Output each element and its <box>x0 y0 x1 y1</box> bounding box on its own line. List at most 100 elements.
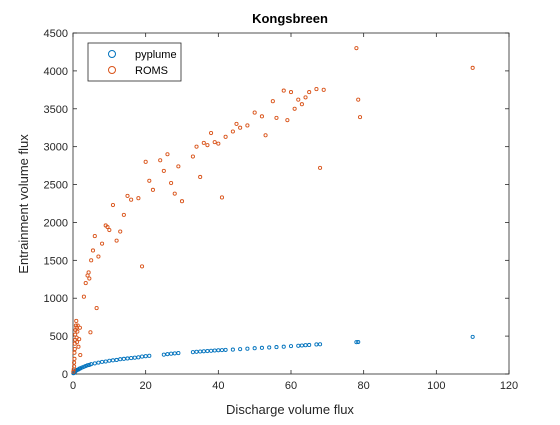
legend-marker <box>108 50 116 58</box>
data-point-roms <box>78 353 83 358</box>
x-tick-label: 0 <box>70 380 76 392</box>
data-point-pyplume <box>356 339 361 345</box>
x-axis-label: Discharge volume flux <box>226 402 354 417</box>
data-point-roms <box>73 323 78 328</box>
chart-title: Kongsbreen <box>252 11 328 26</box>
data-point-roms <box>296 97 301 102</box>
data-point-roms <box>74 318 79 324</box>
legend-marker <box>108 66 116 74</box>
data-point-roms <box>194 144 199 149</box>
data-points <box>71 46 475 376</box>
data-point-pyplume <box>136 355 141 360</box>
data-point-pyplume <box>176 351 181 356</box>
data-point-roms <box>205 143 210 148</box>
data-point-roms <box>81 294 86 299</box>
axis-ticks: 0 20 40 60 80 100 120 0 500 1000 1500 2000 2500 3000 3… <box>44 28 519 392</box>
data-point-roms <box>176 164 181 169</box>
data-point-roms <box>118 229 123 234</box>
data-point-roms <box>72 346 77 352</box>
data-point-pyplume <box>274 345 279 350</box>
data-point-roms <box>88 330 93 335</box>
data-point-roms <box>72 364 77 369</box>
data-point-roms <box>72 360 77 365</box>
data-point-roms <box>285 118 290 123</box>
data-point-roms <box>201 140 206 145</box>
y-tick-label: 500 <box>50 331 68 343</box>
data-point-roms <box>212 140 217 145</box>
data-point-pyplume <box>85 363 90 368</box>
data-point-roms <box>110 202 116 208</box>
data-point-roms <box>87 276 92 281</box>
data-point-roms <box>71 369 76 374</box>
data-point-pyplume <box>118 357 123 362</box>
data-point-roms <box>136 196 141 201</box>
data-point-roms <box>209 130 214 136</box>
data-point-roms <box>105 224 110 230</box>
data-point-roms <box>356 97 361 102</box>
data-point-roms <box>89 258 94 263</box>
data-point-pyplume <box>125 356 130 361</box>
x-tick-label: 80 <box>358 380 370 392</box>
x-tick-label: 20 <box>140 380 152 392</box>
data-point-pyplume <box>132 355 137 360</box>
data-point-pyplume <box>114 357 119 363</box>
data-point-roms <box>179 199 185 204</box>
data-point-pyplume <box>259 345 264 350</box>
data-point-roms <box>172 191 177 196</box>
data-point-roms <box>77 325 82 330</box>
y-tick-label: 4000 <box>44 66 68 78</box>
x-tick-label: 40 <box>212 380 224 392</box>
data-point-roms <box>161 168 166 173</box>
data-point-roms <box>252 110 257 115</box>
data-point-roms <box>321 87 326 92</box>
data-point-roms <box>107 227 112 233</box>
data-point-pyplume <box>96 360 101 365</box>
data-point-pyplume <box>103 359 108 364</box>
data-point-pyplume <box>318 342 323 347</box>
data-point-roms <box>147 178 152 183</box>
legend-label: pyplume <box>135 49 177 61</box>
data-point-roms <box>234 121 239 126</box>
data-point-roms <box>299 102 304 107</box>
data-point-roms <box>190 154 195 159</box>
data-point-pyplume <box>230 347 235 352</box>
data-point-roms <box>92 234 97 239</box>
data-point-roms <box>100 241 105 246</box>
data-point-pyplume <box>165 352 170 357</box>
data-point-pyplume <box>129 356 134 361</box>
y-tick-label: 0 <box>62 369 68 381</box>
data-point-roms <box>354 46 359 51</box>
data-point-pyplume <box>92 361 97 366</box>
data-point-roms <box>245 123 250 128</box>
y-tick-label: 3500 <box>44 104 68 116</box>
data-point-pyplume <box>281 344 286 349</box>
data-point-pyplume <box>238 347 243 352</box>
x-tick-label: 60 <box>285 380 297 392</box>
data-point-roms <box>114 238 119 243</box>
data-point-roms <box>470 65 475 70</box>
data-point-roms <box>72 356 77 361</box>
data-point-roms <box>303 95 308 100</box>
data-point-roms <box>150 187 155 192</box>
data-point-roms <box>90 248 96 253</box>
y-tick-label: 1000 <box>44 293 68 305</box>
data-point-roms <box>83 281 88 286</box>
data-point-roms <box>158 158 163 163</box>
data-point-roms <box>165 152 170 157</box>
data-point-roms <box>223 134 228 139</box>
y-tick-label: 4500 <box>44 28 68 40</box>
data-point-roms <box>216 141 221 146</box>
data-point-pyplume <box>143 354 148 359</box>
data-point-pyplume <box>296 343 301 348</box>
data-point-pyplume <box>288 344 294 349</box>
data-point-roms <box>314 87 319 92</box>
data-point-pyplume <box>147 353 152 358</box>
legend-label: ROMS <box>135 65 168 77</box>
data-point-roms <box>74 340 80 345</box>
legend: pyplume ROMS <box>87 42 182 82</box>
data-point-pyplume <box>194 349 199 354</box>
data-point-roms <box>318 165 323 170</box>
data-point-roms <box>230 129 235 134</box>
